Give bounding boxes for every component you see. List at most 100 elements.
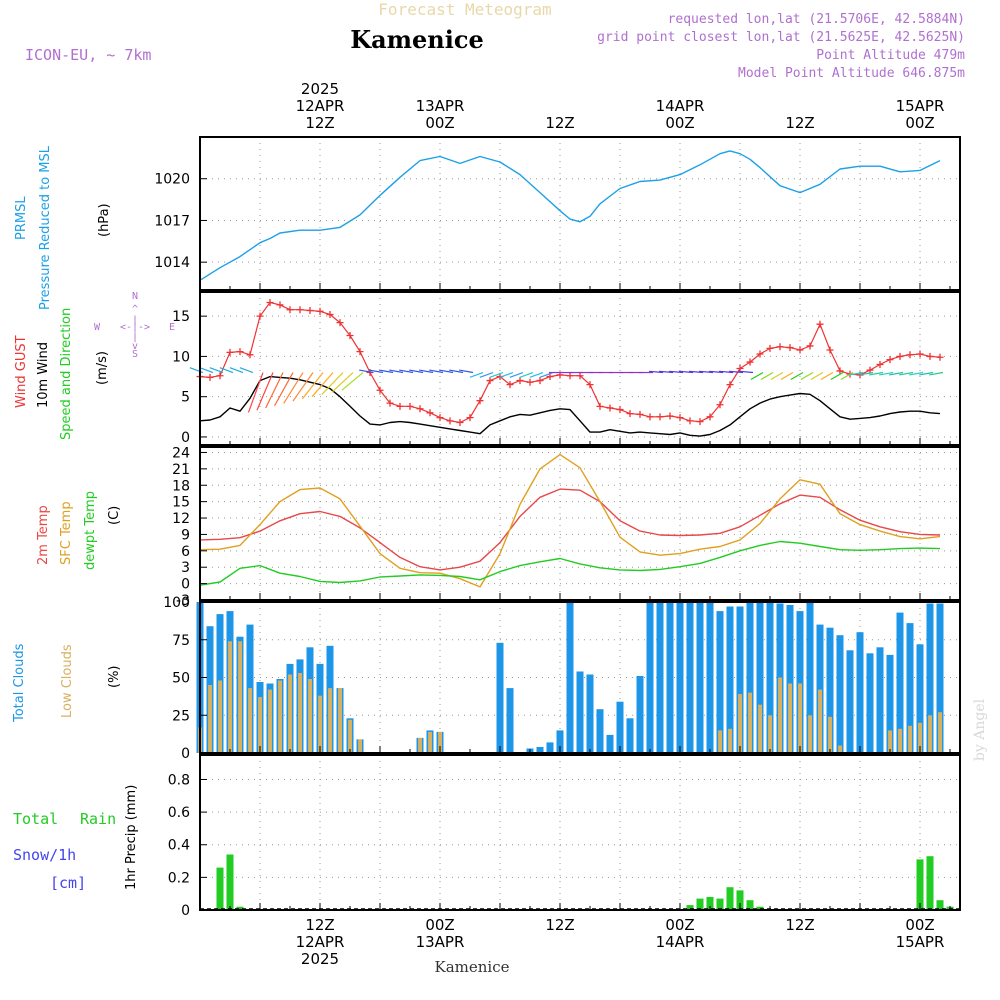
total-rain-label: Total (13, 810, 58, 828)
total-cloud-bar (746, 602, 754, 753)
wind-direction-arrow (750, 372, 764, 381)
low-cloud-bar (238, 641, 242, 753)
gust-marker (206, 373, 214, 381)
gust-marker (766, 344, 774, 352)
precip-bar (746, 900, 754, 910)
total-cloud-bar (836, 635, 844, 753)
total-cloud-bar (656, 602, 664, 753)
low-cloud-bar (428, 731, 432, 753)
ytick-label-temp: 6 (181, 544, 190, 560)
wind-direction-arrow (399, 369, 414, 374)
low-cloud-bar (748, 692, 752, 753)
svg-text:v: v (132, 341, 138, 352)
panel-frame-precip (199, 754, 961, 911)
gust-marker (446, 417, 454, 425)
total-cloud-bar (606, 734, 614, 753)
wind-dir-label: Speed and Direction (59, 308, 74, 440)
wind-direction-arrow (389, 369, 404, 374)
ytick-label-precip: 0.2 (168, 870, 190, 886)
gust-marker (486, 377, 494, 385)
sfc-temp-line (199, 453, 941, 588)
wind-direction-arrow (469, 371, 484, 378)
gust-marker (536, 377, 544, 385)
frame-layer (199, 136, 961, 911)
gust-marker (396, 402, 404, 410)
total-cloud-bar (786, 605, 794, 753)
wind-direction-arrow (899, 371, 914, 376)
gust-marker (726, 381, 734, 389)
wind-direction-arrow (283, 372, 304, 404)
gust-marker (466, 414, 474, 422)
t2m-label: 2m Temp (36, 505, 51, 565)
time-label-top: 00Z (665, 114, 694, 132)
wind-direction-arrow (780, 372, 794, 381)
gust-marker (456, 418, 464, 426)
total-cloud-bar (546, 742, 554, 753)
gust-label: Wind GUST (14, 335, 29, 408)
gust-marker (586, 381, 594, 389)
gust-marker (826, 346, 834, 354)
time-label: 00Z (425, 916, 454, 934)
temp-unit-label: (C) (107, 506, 122, 525)
time-label-top: 2025 (301, 80, 339, 98)
time-label: 12APR (296, 933, 345, 951)
total-cloud-bar (876, 647, 884, 753)
wind-direction-arrow (429, 369, 444, 374)
gust-marker (866, 366, 874, 374)
wind-direction-arrow (760, 372, 774, 381)
low-cloud-bar (338, 688, 342, 753)
panel-frame-temp (199, 446, 961, 601)
time-label-top: 12Z (305, 114, 334, 132)
wind-direction-arrow (479, 371, 494, 378)
footer-location: Kamenice (435, 958, 510, 976)
ytick-label-precip: 0.6 (168, 805, 190, 821)
wind-direction-arrow (659, 370, 674, 374)
wind-direction-arrow (409, 369, 424, 374)
precip-bar (236, 906, 244, 910)
total-cloud-bar (696, 602, 704, 753)
total-cloud-bar (916, 644, 924, 753)
low-cloud-bar (728, 728, 732, 753)
gust-marker (806, 342, 814, 350)
wind-direction-arrow (840, 372, 854, 381)
precip-labels: Total Rain Snow/1h [cm] 1hr Precip (mm) (13, 785, 139, 892)
wind-direction-arrow (459, 369, 474, 374)
gust-marker (746, 358, 754, 366)
precip-axis-label: 1hr Precip (mm) (124, 785, 139, 890)
time-label: 00Z (905, 916, 934, 934)
svg-text:|: | (132, 332, 138, 343)
wind-direction-arrow (770, 372, 784, 381)
page-title: Kamenice (350, 25, 484, 54)
total-cloud-bar (806, 602, 814, 753)
total-cloud-bar (826, 627, 834, 753)
total-cloud-bar (896, 612, 904, 753)
ytick-label-clouds: 75 (172, 633, 190, 649)
wind-direction-arrow (274, 372, 294, 407)
time-label: 2025 (301, 950, 339, 968)
gust-marker (606, 404, 614, 412)
time-label: 12Z (785, 916, 814, 934)
wind-direction-arrow (256, 372, 274, 411)
svg-text:|: | (132, 315, 138, 326)
wind-direction-arrow (539, 371, 554, 378)
model-altitude: Model Point Altitude 646.875m (738, 66, 965, 81)
pressure-unit-label: (hPa) (97, 203, 112, 237)
ytick-label-wind: 5 (181, 390, 190, 406)
wind-direction-arrow (341, 372, 364, 391)
gust-marker (426, 409, 434, 417)
total-cloud-label: Total Clouds (12, 643, 27, 723)
low-cloud-bar (798, 683, 802, 753)
compass-w: W (94, 322, 101, 333)
total-cloud-bar (616, 701, 624, 753)
time-label: 00Z (665, 916, 694, 934)
ytick-label-temp: -3 (176, 593, 190, 609)
gust-marker (226, 348, 234, 356)
wind-direction-arrow (679, 370, 694, 374)
gust-marker (566, 372, 574, 380)
wind-direction-arrow (489, 371, 504, 378)
gust-marker (916, 350, 924, 358)
low-cloud-bar (278, 680, 282, 753)
gust-marker (886, 356, 894, 364)
wind-direction-arrow (265, 372, 284, 409)
